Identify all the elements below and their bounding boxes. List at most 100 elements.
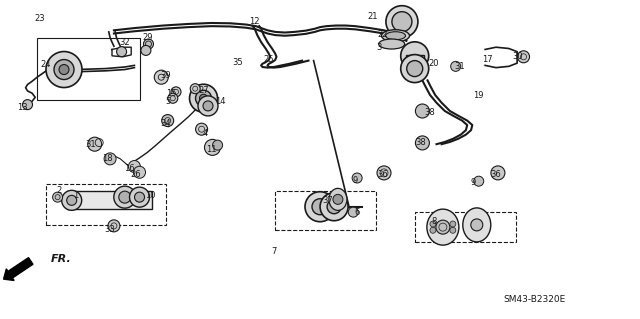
Circle shape: [333, 194, 343, 204]
Text: 3: 3: [376, 43, 381, 52]
Circle shape: [129, 187, 150, 207]
Text: 15: 15: [166, 89, 177, 98]
Circle shape: [312, 199, 328, 215]
Text: 37: 37: [323, 196, 333, 205]
Ellipse shape: [381, 30, 410, 42]
Text: FR.: FR.: [51, 254, 72, 264]
Circle shape: [116, 47, 127, 57]
Text: 29: 29: [142, 33, 152, 42]
Text: 14: 14: [216, 97, 226, 106]
Circle shape: [320, 193, 348, 221]
Circle shape: [119, 191, 131, 203]
Circle shape: [134, 166, 145, 178]
Circle shape: [327, 200, 341, 214]
Text: 4: 4: [202, 129, 207, 138]
Text: 19: 19: [474, 91, 484, 100]
Text: 1: 1: [73, 191, 78, 200]
Circle shape: [134, 192, 145, 202]
Circle shape: [352, 173, 362, 183]
Bar: [406, 55, 424, 68]
Circle shape: [52, 192, 63, 202]
Text: 5: 5: [166, 97, 171, 106]
Text: 7: 7: [271, 247, 276, 256]
Circle shape: [491, 166, 505, 180]
Bar: [46, 184, 166, 225]
Text: SM43-B2320E: SM43-B2320E: [503, 295, 566, 304]
Circle shape: [401, 42, 429, 70]
Circle shape: [108, 220, 120, 232]
Text: 20: 20: [429, 59, 439, 68]
Circle shape: [407, 61, 423, 77]
Circle shape: [415, 136, 429, 150]
Circle shape: [141, 45, 151, 56]
Circle shape: [430, 227, 436, 233]
Circle shape: [377, 166, 391, 180]
Circle shape: [436, 220, 450, 234]
Circle shape: [392, 12, 412, 32]
Text: 6: 6: [355, 208, 360, 217]
Ellipse shape: [329, 189, 347, 210]
Text: 36: 36: [491, 170, 501, 179]
Circle shape: [401, 55, 429, 83]
Text: 22: 22: [378, 30, 388, 39]
Circle shape: [196, 123, 207, 135]
Text: 2: 2: [56, 186, 61, 195]
Circle shape: [474, 176, 484, 186]
Bar: [415, 212, 516, 242]
Circle shape: [143, 39, 154, 49]
Circle shape: [451, 61, 461, 71]
Text: 23: 23: [35, 14, 45, 23]
Text: 8: 8: [431, 217, 436, 226]
Circle shape: [430, 221, 436, 227]
Circle shape: [471, 219, 483, 231]
Circle shape: [104, 153, 116, 165]
FancyArrow shape: [4, 258, 33, 280]
Circle shape: [171, 87, 181, 97]
Text: 13: 13: [17, 103, 28, 112]
Circle shape: [190, 84, 200, 94]
Circle shape: [129, 160, 140, 173]
Circle shape: [196, 90, 211, 106]
Ellipse shape: [379, 39, 404, 49]
Ellipse shape: [427, 209, 459, 245]
Text: 39: 39: [160, 71, 170, 80]
Text: 31: 31: [86, 140, 96, 149]
Text: 36: 36: [378, 170, 388, 179]
Circle shape: [114, 186, 136, 208]
Circle shape: [61, 190, 82, 210]
Circle shape: [67, 195, 77, 205]
Circle shape: [189, 84, 218, 112]
Text: 31: 31: [454, 62, 465, 71]
Ellipse shape: [463, 208, 491, 242]
Text: 17: 17: [483, 55, 493, 63]
Circle shape: [46, 52, 82, 87]
Circle shape: [200, 94, 207, 102]
Ellipse shape: [385, 32, 406, 40]
Circle shape: [168, 93, 178, 103]
Circle shape: [205, 139, 220, 155]
Bar: [67, 191, 152, 209]
Circle shape: [59, 64, 69, 75]
Text: 38: 38: [425, 108, 435, 117]
Text: 9: 9: [353, 176, 358, 185]
Circle shape: [203, 101, 213, 111]
Circle shape: [88, 137, 102, 151]
Text: 26: 26: [131, 170, 141, 179]
Text: 11: 11: [206, 145, 216, 154]
Text: 16: 16: [124, 164, 134, 173]
Circle shape: [450, 227, 456, 233]
Bar: [275, 191, 376, 230]
Text: 10: 10: [145, 191, 156, 200]
Bar: [320, 203, 334, 211]
Circle shape: [450, 221, 456, 227]
Circle shape: [348, 207, 358, 217]
Circle shape: [162, 115, 173, 127]
Bar: [37, 38, 140, 100]
Text: 9: 9: [471, 178, 476, 187]
Text: 24: 24: [41, 60, 51, 69]
Text: 21: 21: [367, 12, 378, 21]
Text: 35: 35: [233, 58, 243, 67]
Circle shape: [518, 51, 529, 63]
Circle shape: [212, 140, 223, 150]
Text: 12: 12: [250, 17, 260, 26]
